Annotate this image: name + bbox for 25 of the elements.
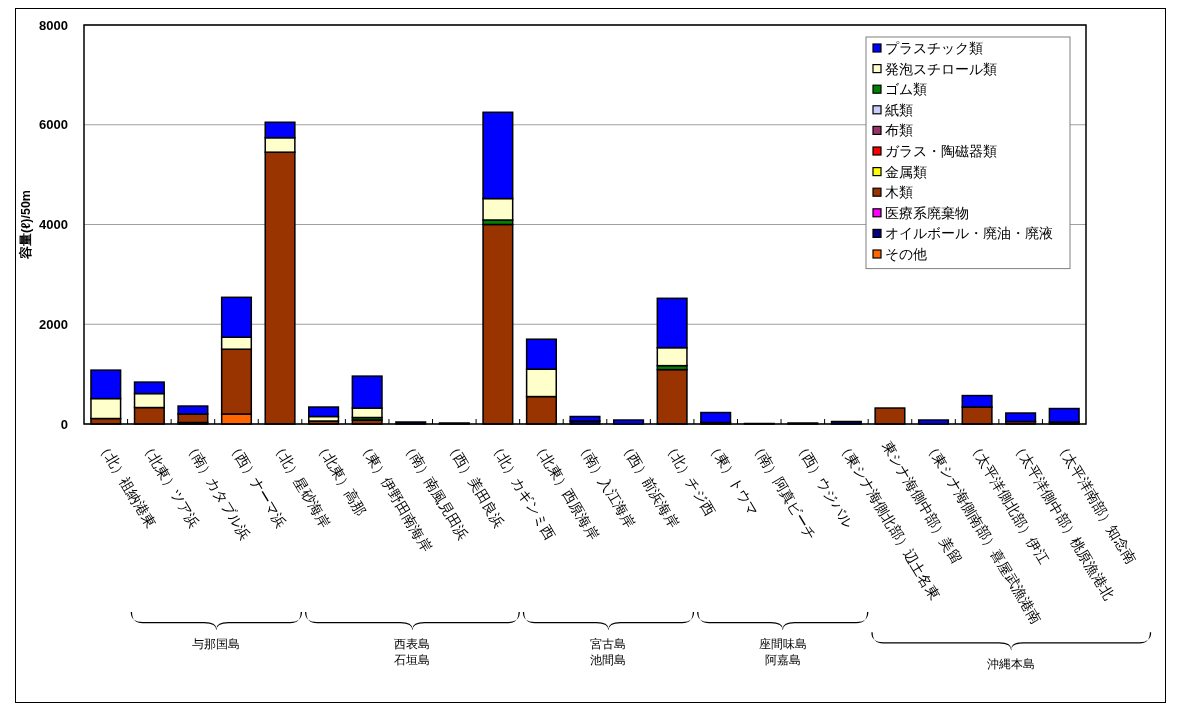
- y-tick-label: 4000: [39, 217, 68, 232]
- text: 宮古島: [590, 637, 627, 651]
- legend-label: その他: [885, 246, 927, 262]
- legend-label: オイルボール・廃油・廃液: [885, 225, 1053, 242]
- text: 沖縄本島: [987, 657, 1036, 672]
- y-tick-label: 6000: [39, 117, 68, 133]
- legend-label: 木類: [885, 184, 913, 201]
- y-tick-label: 0: [60, 416, 68, 432]
- legend-label: ガラス・陶磁器類: [885, 143, 997, 159]
- y-axis-title: 容量(ℓ)/50m: [18, 190, 33, 260]
- legend-label: 紙類: [885, 101, 913, 118]
- legend-label: ゴム類: [885, 81, 927, 98]
- legend-label: 発泡スチロール類: [885, 60, 997, 77]
- y-tick-label: 8000: [39, 17, 68, 33]
- legend-label: 布類: [885, 122, 913, 139]
- text: 池間島: [590, 653, 627, 667]
- text: 阿嘉島: [764, 653, 801, 667]
- text: 座間味島: [758, 637, 807, 651]
- y-tick-label: 2000: [39, 316, 68, 332]
- legend-label: プラスチック類: [885, 40, 983, 56]
- legend-label: 金属類: [885, 163, 927, 180]
- legend-label: 医療系廃棄物: [885, 204, 969, 221]
- text: 石垣島: [394, 653, 431, 667]
- text: 与那国島: [192, 637, 241, 651]
- text: 西表島: [394, 637, 431, 651]
